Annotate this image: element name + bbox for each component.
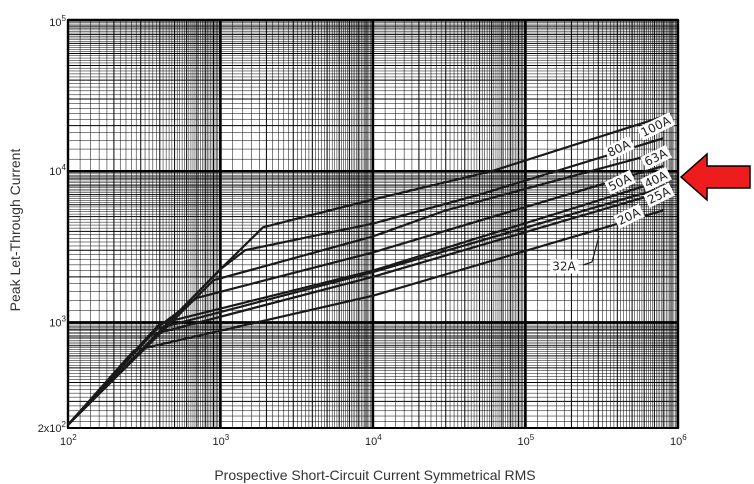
grid <box>66 18 680 429</box>
curve-20a <box>67 209 664 426</box>
y-tick-label: 2x102 <box>38 420 67 435</box>
x-tick-label: 103 <box>213 433 230 448</box>
x-axis-title: Prospective Short-Circuit Current Symmet… <box>214 467 535 483</box>
tick-labels: 102 103 104 105 106 2x102 103 104 105 <box>38 14 688 448</box>
curve-label-background <box>613 203 645 229</box>
y-axis-title: Peak Let-Through Current <box>7 149 23 312</box>
curve-label-32a: 32A <box>552 260 576 274</box>
curve-label-background <box>603 135 635 161</box>
y-tick-label: 105 <box>49 14 66 29</box>
curve-label-background <box>604 169 636 195</box>
x-tick-label: 104 <box>365 433 382 448</box>
x-tick-label: 105 <box>518 433 535 448</box>
curve-label-background <box>643 182 675 208</box>
y-tick-label: 104 <box>49 163 66 178</box>
curve-80a <box>67 137 664 426</box>
y-tick-label: 103 <box>49 314 66 329</box>
curve-label-background <box>550 259 579 274</box>
red-arrow-icon <box>679 152 751 202</box>
curve-label-background <box>640 166 672 192</box>
curve-63a <box>67 150 664 426</box>
curve-label-background <box>640 144 672 170</box>
leader-line-32a <box>582 235 600 266</box>
x-tick-label: 102 <box>60 433 77 448</box>
plot-frame <box>67 19 679 429</box>
curves <box>67 115 664 426</box>
x-tick-label: 106 <box>670 433 687 448</box>
curve-label-background <box>636 112 676 141</box>
